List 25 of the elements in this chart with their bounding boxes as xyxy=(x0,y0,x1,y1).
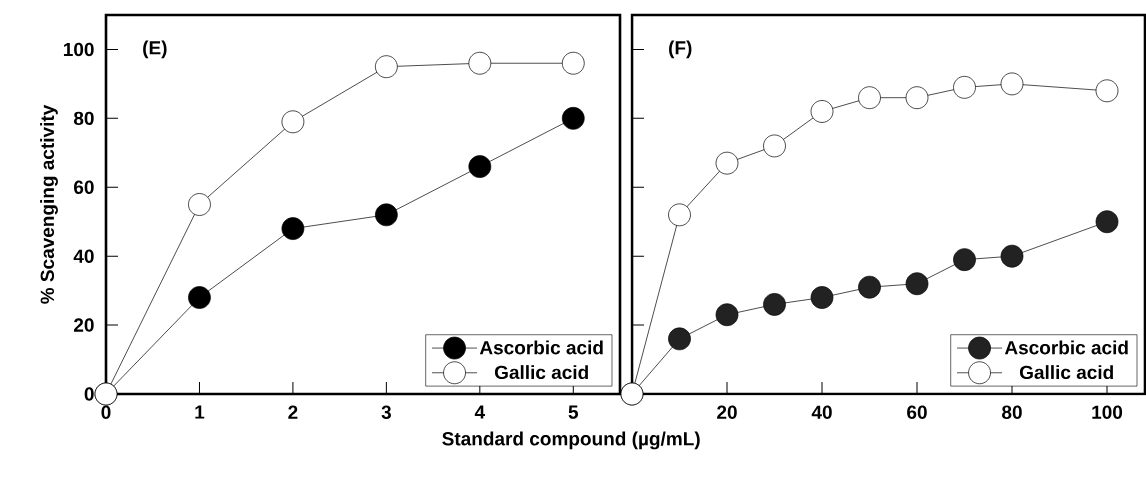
y-tick-label: 80 xyxy=(73,111,94,126)
x-tick-label: 80 xyxy=(1002,405,1022,419)
annotation: (E) xyxy=(143,40,167,59)
annotation: (F) xyxy=(669,40,692,59)
y-tick-label: 0 xyxy=(84,387,94,401)
y-tick-label: 40 xyxy=(73,249,94,263)
x-tick-label: 0 xyxy=(101,405,111,419)
x-tick-label: 20 xyxy=(717,405,737,419)
y-axis-title: % Scavenging activity xyxy=(40,104,58,304)
legend-label: Ascorbic acid xyxy=(479,340,603,355)
x-tick-label: 40 xyxy=(811,405,832,419)
legend-label: Gallic acid xyxy=(494,365,588,380)
x-tick-label: 2 xyxy=(288,405,298,419)
x-tick-label: 5 xyxy=(568,405,579,419)
x-axis-title: Standard compound (µg/mL) xyxy=(442,431,700,450)
y-tick-label: 60 xyxy=(74,180,94,194)
x-tick-label: 100 xyxy=(1092,405,1123,419)
y-tick-label: 20 xyxy=(74,318,94,332)
x-tick-label: 4 xyxy=(474,405,485,419)
x-tick-label: 60 xyxy=(907,405,927,419)
legend-label: Gallic acid xyxy=(1019,365,1113,380)
y-tick-label: 100 xyxy=(63,42,94,57)
x-tick-label: 3 xyxy=(381,405,391,420)
x-tick-label: 1 xyxy=(195,405,205,419)
legend-label: Ascorbic acid xyxy=(1004,340,1128,355)
